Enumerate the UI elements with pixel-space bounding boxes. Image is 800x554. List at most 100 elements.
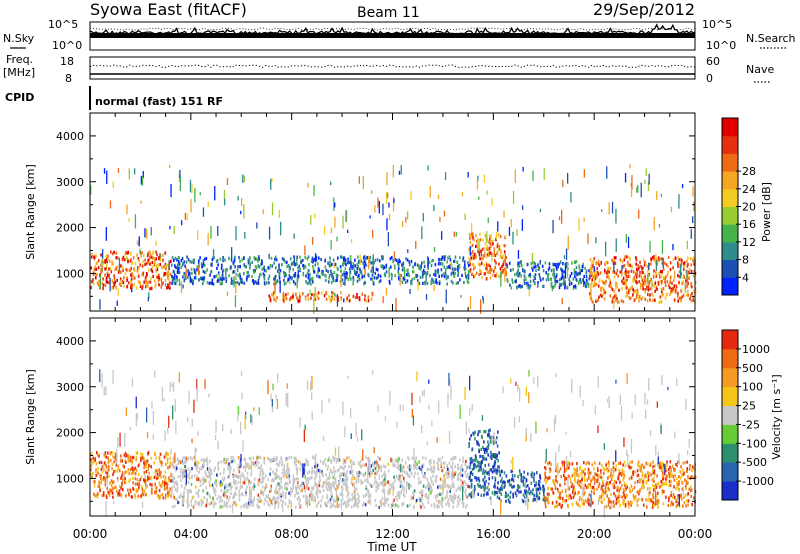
velocity-cell <box>352 474 354 478</box>
power-cell <box>614 261 616 265</box>
velocity-cell <box>215 484 218 488</box>
velocity-cell <box>578 467 581 471</box>
velocity-cell <box>486 448 488 452</box>
velocity-cell <box>432 482 434 486</box>
power-cell <box>418 282 421 286</box>
power-cell <box>333 262 335 268</box>
velocity-cell <box>256 463 258 467</box>
power-cell <box>656 262 659 266</box>
velocity-cell <box>458 472 461 476</box>
power-cell <box>406 273 409 277</box>
velocity-cell <box>187 480 190 484</box>
velocity-cell <box>251 499 254 503</box>
power-cell <box>491 254 493 258</box>
velocity-cell <box>380 465 383 469</box>
velocity-cell <box>424 456 427 460</box>
power-cell <box>130 280 132 284</box>
velocity-cell <box>557 496 560 500</box>
velocity-cell <box>647 487 649 491</box>
power-cell <box>132 273 134 277</box>
power-cell <box>272 294 275 298</box>
velocity-cell <box>223 490 226 494</box>
power-cell <box>115 286 117 290</box>
station-title: Syowa East (fitACF) <box>90 0 247 19</box>
power-cell <box>661 270 663 274</box>
power-cell <box>146 273 148 277</box>
power-cell <box>237 265 239 269</box>
power-cell <box>145 275 147 279</box>
power-cell <box>169 225 171 230</box>
power-cell <box>465 274 467 278</box>
velocity-cell <box>234 473 237 478</box>
velocity-cell <box>421 468 423 472</box>
power-cell <box>334 202 336 208</box>
power-cell <box>590 294 592 298</box>
power-cell <box>519 260 521 265</box>
power-cell <box>481 247 484 251</box>
velocity-cell <box>304 475 306 479</box>
velocity-cell <box>392 504 395 508</box>
power-cell <box>598 263 601 267</box>
velocity-cell <box>355 481 358 485</box>
power-cell <box>534 273 537 277</box>
velocity-cell <box>592 475 595 479</box>
power-cell <box>652 273 655 277</box>
velocity-cell <box>600 471 602 475</box>
velocity-cell <box>477 460 480 465</box>
velocity-cell <box>397 504 400 508</box>
velocity-cell <box>325 473 327 477</box>
velocity-cell <box>395 459 397 463</box>
velocity-cell <box>228 462 230 466</box>
power-cell <box>361 275 364 279</box>
velocity-cell <box>262 493 265 497</box>
velocity-cell <box>235 503 238 507</box>
power-cell <box>441 257 443 261</box>
power-cell <box>629 296 631 301</box>
power-cell <box>292 280 295 284</box>
power-cell <box>93 267 96 271</box>
velocity-cell <box>246 477 249 481</box>
power-cell <box>477 249 479 253</box>
power-cell <box>133 276 135 280</box>
power-cell <box>485 266 487 270</box>
power-cell <box>372 282 375 286</box>
velocity-cell <box>295 485 297 489</box>
velocity-cell <box>293 480 296 485</box>
power-cell <box>566 262 569 278</box>
power-cell <box>568 282 571 286</box>
velocity-cell <box>552 491 555 495</box>
power-cell <box>92 282 95 286</box>
power-cell <box>117 168 120 174</box>
velocity-cell <box>315 482 318 486</box>
velocity-cell <box>210 501 213 505</box>
velocity-cell <box>461 473 464 478</box>
velocity-cell <box>98 454 100 458</box>
velocity-cell <box>184 472 186 476</box>
velocity-cell <box>327 458 329 462</box>
velocity-cell <box>174 487 177 491</box>
velocity-cell <box>209 459 211 463</box>
velocity-cell <box>421 464 424 468</box>
power-cell <box>283 258 285 262</box>
velocity-cell <box>132 481 134 485</box>
velocity-cell <box>97 484 99 488</box>
power-cell <box>231 281 234 285</box>
velocity-cell <box>380 481 382 485</box>
velocity-cell <box>616 496 619 500</box>
velocity-cell <box>400 491 402 495</box>
power-cell <box>589 294 591 298</box>
velocity-cell <box>94 457 97 461</box>
velocity-cell <box>334 499 336 503</box>
power-cell <box>349 255 352 259</box>
velocity-cell <box>173 477 176 481</box>
velocity-cell <box>213 468 216 473</box>
velocity-cell <box>184 464 186 469</box>
velocity-cell <box>622 490 625 494</box>
velocity-cell <box>430 486 433 490</box>
power-cell <box>278 209 280 219</box>
power-cell <box>597 272 600 276</box>
velocity-cell <box>341 487 344 491</box>
velocity-cell <box>147 451 150 455</box>
